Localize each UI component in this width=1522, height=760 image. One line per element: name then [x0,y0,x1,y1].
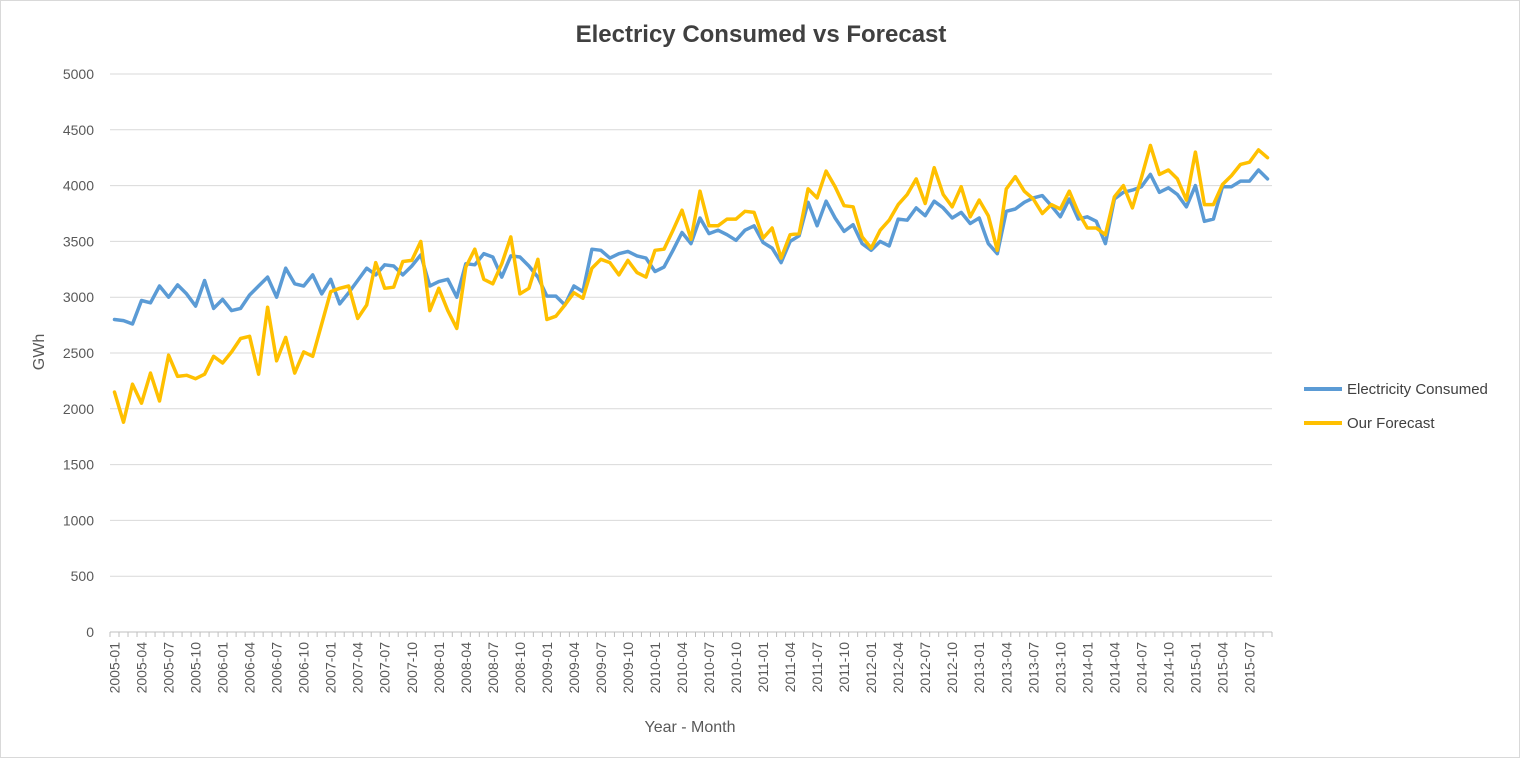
x-tick-label: 2009-01 [539,642,555,694]
x-tick-label: 2013-10 [1052,642,1068,694]
x-tick-label: 2007-01 [323,642,339,694]
x-tick-label: 2014-04 [1106,642,1122,694]
x-tick-label: 2006-04 [242,642,258,694]
legend-label: Electricity Consumed [1347,381,1488,398]
x-axis-title: Year - Month [644,719,735,736]
x-tick-label: 2010-04 [674,642,690,694]
y-tick-label: 1000 [63,512,94,528]
gridlines [110,73,1272,633]
legend: Electricity Consumed Our Forecast [1304,381,1488,432]
x-tick-label: 2005-01 [107,642,123,694]
x-tick-label: 2013-01 [971,642,987,694]
y-tick-label: 4500 [63,122,94,138]
x-tick-label: 2010-07 [701,642,717,694]
y-tick-label: 500 [71,568,95,584]
x-tick-label: 2008-01 [431,642,447,694]
x-tick-label: 2005-07 [161,642,177,694]
x-tick-label: 2008-04 [458,642,474,694]
x-tick-label: 2006-10 [296,642,312,694]
legend-label: Our Forecast [1347,415,1435,432]
x-tick-label: 2009-04 [566,642,582,694]
x-tick-label: 2011-04 [782,642,798,693]
y-axis-ticks: 0 500 1000 1500 2000 2500 3000 3500 4000 4500 5000 [63,66,94,640]
y-tick-label: 4000 [63,178,94,194]
x-tick-label: 2012-01 [863,642,879,694]
x-tick-label: 2011-10 [836,642,852,693]
x-tick-label: 2010-01 [647,642,663,694]
x-tick-label: 2008-10 [512,642,528,694]
series-line-electricity-consumed [112,168,1270,326]
y-tick-label: 0 [86,624,94,640]
chart-title: Electricy Consumed vs Forecast [576,21,947,48]
x-tick-label: 2014-01 [1079,642,1095,694]
x-tick-label: 2014-10 [1160,642,1176,694]
x-tick-label: 2007-04 [350,642,366,694]
y-tick-label: 1500 [63,457,94,473]
y-axis-title: GWh [31,334,48,370]
x-tick-label: 2011-01 [755,642,771,693]
x-tick-label: 2015-07 [1241,642,1257,694]
x-tick-label: 2007-10 [404,642,420,694]
y-tick-label: 2000 [63,401,94,417]
x-tick-label: 2005-04 [134,642,150,694]
x-tick-label: 2013-04 [998,642,1014,694]
x-tick-label: 2006-07 [269,642,285,694]
x-tick-label: 2007-07 [377,642,393,694]
y-tick-label: 5000 [63,66,94,82]
x-tick-label: 2006-01 [215,642,231,694]
x-tick-label: 2005-10 [188,642,204,694]
x-tick-label: 2013-07 [1025,642,1041,694]
x-tick-label: 2011-07 [809,642,825,693]
y-tick-label: 3000 [63,289,94,305]
series-group [112,143,1270,424]
x-tick-label: 2014-07 [1133,642,1149,694]
x-tick-label: 2012-04 [890,642,906,694]
x-tick-label: 2015-01 [1187,642,1203,694]
x-tick-label: 2012-07 [917,642,933,694]
x-tick-label: 2009-07 [593,642,609,694]
x-tick-label: 2010-10 [728,642,744,694]
x-tick-label: 2008-07 [485,642,501,694]
x-axis-ticks: 2005-01 2005-04 2005-07 2005-10 2006-01 2006-… [107,632,1273,694]
x-tick-label: 2015-04 [1214,642,1230,694]
y-tick-label: 2500 [63,345,94,361]
x-tick-label: 2012-10 [944,642,960,694]
series-line-our-forecast [112,143,1270,424]
x-tick-label: 2009-10 [620,642,636,694]
y-tick-label: 3500 [63,233,94,249]
